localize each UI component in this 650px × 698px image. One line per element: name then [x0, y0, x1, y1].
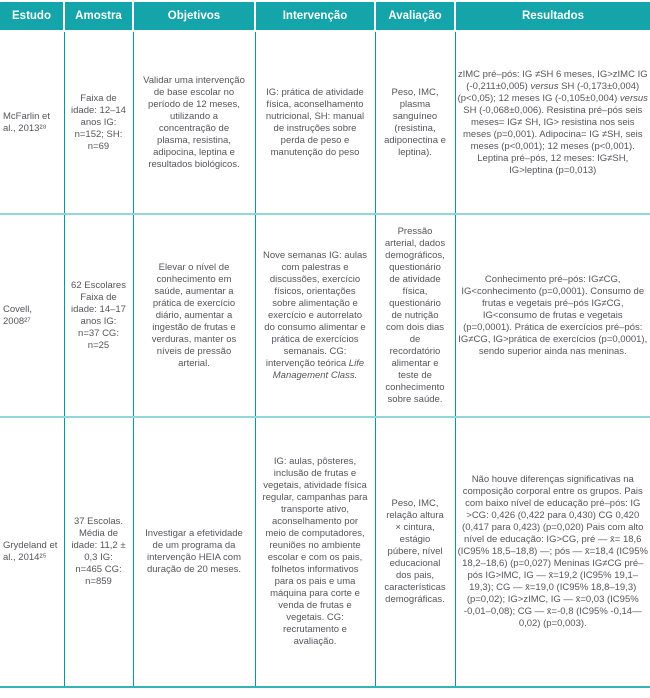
- header-row: Estudo Amostra Objetivos Intervenção Ava…: [0, 0, 650, 32]
- cell-objetivos: Elevar o nível de conhecimento em saúde,…: [132, 214, 256, 418]
- table-row-covell: Covell, 2008²⁷ 62 Escolares Faixa de ida…: [0, 214, 650, 418]
- cell-amostra: 62 Escolares Faixa de idade: 14–17 anos …: [63, 214, 134, 418]
- cell-amostra: 37 Escolas. Média de idade: 11,2 ± 0,3 I…: [63, 417, 134, 688]
- cell-intervencao: IG: aulas, pôsteres, inclusão de frutas …: [254, 417, 376, 688]
- table-row-grydeland: Grydeland et al., 2014²⁵ 37 Escolas. Méd…: [0, 417, 650, 688]
- cell-resultados: zIMC pré–pós: IG ≠SH 6 meses, IG>zIMC IG…: [454, 31, 650, 215]
- column-header-estudo: Estudo: [0, 0, 65, 32]
- cell-intervencao: IG: prática de atividade física, aconsel…: [254, 31, 376, 215]
- cell-resultados: Conhecimento pré–pós: IG≠CG, IG<conhecim…: [454, 214, 650, 418]
- cell-avaliacao: Peso, IMC, plasma sanguíneo (resistina, …: [374, 31, 456, 215]
- table-row-mcfarlin: McFarlin et al., 2013²⁸ Faixa de idade: …: [0, 31, 650, 215]
- column-header-objetivos: Objetivos: [132, 0, 256, 32]
- cell-estudo: Grydeland et al., 2014²⁵: [0, 417, 65, 688]
- cell-objetivos: Investigar a efetividade de um programa …: [132, 417, 256, 688]
- cell-estudo: Covell, 2008²⁷: [0, 214, 65, 418]
- cell-resultados: Não houve diferenças significativas na c…: [454, 417, 650, 688]
- cell-avaliacao: Pressão arterial, dados demográficos, qu…: [374, 214, 456, 418]
- column-header-intervencao: Intervenção: [254, 0, 376, 32]
- cell-amostra: Faixa de idade: 12–14 anos IG: n=152; SH…: [63, 31, 134, 215]
- column-header-resultados: Resultados: [454, 0, 650, 32]
- column-header-amostra: Amostra: [63, 0, 134, 32]
- column-header-avaliacao: Avaliação: [374, 0, 456, 32]
- cell-intervencao: Nove semanas IG: aulas com palestras e d…: [254, 214, 376, 418]
- cell-estudo: McFarlin et al., 2013²⁸: [0, 31, 65, 215]
- cell-avaliacao: Peso, IMC, relação altura × cintura, est…: [374, 417, 456, 688]
- cell-objetivos: Validar uma intervenção de base escolar …: [132, 31, 256, 215]
